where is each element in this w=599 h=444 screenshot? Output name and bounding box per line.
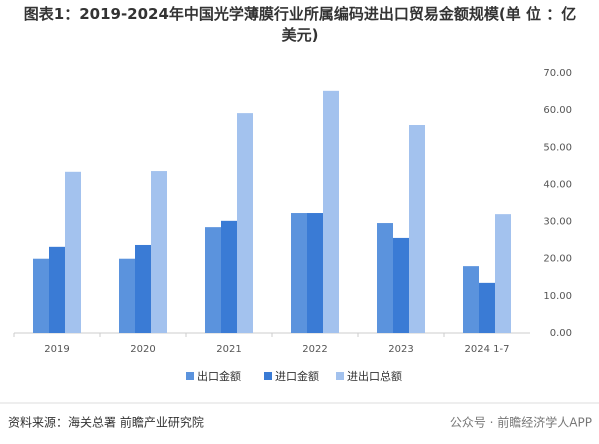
y-tick-label: 20.00: [543, 254, 572, 265]
bar: [221, 220, 237, 333]
bar: [205, 227, 221, 333]
legend-swatch: [264, 372, 272, 380]
bar: [323, 90, 339, 333]
bar: [119, 258, 135, 333]
y-tick-label: 60.00: [543, 105, 572, 116]
x-tick-label: 2021: [216, 344, 241, 355]
bar: [151, 171, 167, 333]
source: 资料来源：海关总署 前瞻产业研究院: [8, 415, 204, 430]
x-tick-label: 2019: [44, 344, 69, 355]
bar: [33, 258, 49, 333]
legend-label: 进口金额: [275, 369, 319, 383]
legend-swatch: [336, 372, 344, 380]
legend-swatch: [186, 372, 194, 380]
x-tick-label: 2024 1-7: [465, 344, 510, 355]
bar: [409, 125, 425, 333]
bar: [495, 214, 511, 333]
chart-title: 图表1：2019-2024年中国光学薄膜行业所属编码进出口贸易金额规模(单 位 …: [23, 5, 577, 44]
y-tick-label: 10.00: [543, 291, 572, 302]
legend-label: 进出口总额: [347, 369, 402, 383]
bar: [479, 282, 495, 333]
bar: [393, 237, 409, 333]
x-tick-label: 2020: [130, 344, 155, 355]
bar: [463, 266, 479, 333]
y-tick-label: 40.00: [543, 179, 572, 190]
bar: [135, 244, 151, 333]
y-tick-label: 30.00: [543, 217, 572, 228]
bar: [237, 113, 253, 333]
legend-label: 出口金额: [197, 369, 241, 383]
y-tick-label: 50.00: [543, 142, 572, 153]
y-tick-label: 0.00: [550, 328, 572, 339]
x-tick-label: 2022: [302, 344, 327, 355]
y-tick-label: 70.00: [543, 68, 572, 79]
x-tick-label: 2023: [388, 344, 413, 355]
bar: [65, 171, 81, 333]
title-box: 图表1：2019-2024年中国光学薄膜行业所属编码进出口贸易金额规模(单 位 …: [23, 5, 577, 44]
footer-right: 公众号 · 前瞻经济学人APP: [450, 415, 592, 430]
bar: [307, 213, 323, 333]
bar: [49, 246, 65, 333]
bar: [377, 223, 393, 333]
bar: [291, 213, 307, 333]
